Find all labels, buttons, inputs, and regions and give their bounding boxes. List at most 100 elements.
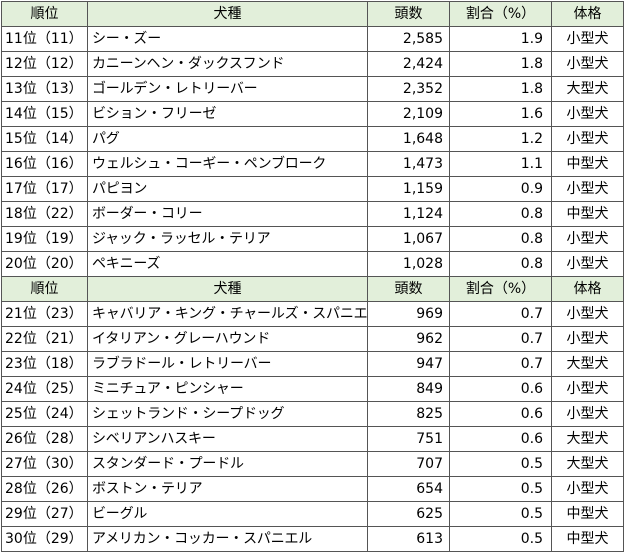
header-row: 順位 犬種 頭数 割合（%） 体格 [1,1,624,27]
ratio-cell: 0.6 [449,376,552,402]
rank-cell: 24位（25） [1,376,88,402]
ratio-cell: 0.7 [449,351,552,377]
table-row: 25位（24） シェットランド・シープドッグ 825 0.6 小型犬 [1,401,624,427]
size-cell: 中型犬 [551,151,624,177]
size-cell: 小型犬 [551,176,624,202]
size-cell: 中型犬 [551,526,624,552]
breed-cell: ペキニーズ [87,251,368,277]
rank-cell: 12位（12） [1,51,88,77]
size-cell: 大型犬 [551,351,624,377]
table-row: 13位（13） ゴールデン・レトリーバー 2,352 1.8 大型犬 [1,76,624,102]
count-cell: 947 [367,351,450,377]
count-cell: 2,109 [367,101,450,127]
rank-cell: 27位（30） [1,451,88,477]
header-size: 体格 [551,1,624,27]
size-cell: 小型犬 [551,101,624,127]
table-row: 18位（22） ボーダー・コリー 1,124 0.8 中型犬 [1,201,624,227]
breed-cell: ビーグル [87,501,368,527]
ratio-cell: 1.2 [449,126,552,152]
rank-cell: 17位（17） [1,176,88,202]
count-cell: 625 [367,501,450,527]
size-cell: 大型犬 [551,451,624,477]
ratio-cell: 1.1 [449,151,552,177]
header-row: 順位 犬種 頭数 割合（%） 体格 [1,276,624,302]
breed-cell: ボストン・テリア [87,476,368,502]
ratio-cell: 0.5 [449,451,552,477]
count-cell: 707 [367,451,450,477]
breed-cell: アメリカン・コッカー・スパニエル [87,526,368,552]
ratio-cell: 0.6 [449,401,552,427]
table-row: 16位（16） ウェルシュ・コーギー・ペンブローク 1,473 1.1 中型犬 [1,151,624,177]
rank-cell: 13位（13） [1,76,88,102]
breed-cell: ウェルシュ・コーギー・ペンブローク [87,151,368,177]
size-cell: 小型犬 [551,476,624,502]
breed-cell: パグ [87,126,368,152]
table-row: 30位（29） アメリカン・コッカー・スパニエル 613 0.5 中型犬 [1,526,624,552]
count-cell: 654 [367,476,450,502]
size-cell: 中型犬 [551,501,624,527]
breed-cell: ゴールデン・レトリーバー [87,76,368,102]
header-breed: 犬種 [87,1,368,27]
rank-cell: 11位（11） [1,26,88,52]
table-row: 21位（23） キャバリア・キング・チャールズ・スパニエル 969 0.7 小型犬 [1,301,624,327]
ratio-cell: 1.8 [449,51,552,77]
count-cell: 1,159 [367,176,450,202]
breed-cell: カニーンヘン・ダックスフンド [87,51,368,77]
ratio-cell: 1.9 [449,26,552,52]
size-cell: 小型犬 [551,226,624,252]
breed-cell: シー・ズー [87,26,368,52]
size-cell: 小型犬 [551,376,624,402]
table-row: 29位（27） ビーグル 625 0.5 中型犬 [1,501,624,527]
size-cell: 大型犬 [551,76,624,102]
ratio-cell: 0.5 [449,501,552,527]
table-row: 17位（17） パピヨン 1,159 0.9 小型犬 [1,176,624,202]
ratio-cell: 0.8 [449,201,552,227]
size-cell: 小型犬 [551,26,624,52]
rank-cell: 26位（28） [1,426,88,452]
count-cell: 2,352 [367,76,450,102]
header-rank: 順位 [1,276,88,302]
size-cell: 小型犬 [551,51,624,77]
ratio-cell: 0.7 [449,301,552,327]
rank-cell: 23位（18） [1,351,88,377]
ratio-cell: 0.5 [449,476,552,502]
breed-cell: キャバリア・キング・チャールズ・スパニエル [87,301,368,327]
rank-cell: 16位（16） [1,151,88,177]
count-cell: 1,473 [367,151,450,177]
count-cell: 1,124 [367,201,450,227]
breed-cell: イタリアン・グレーハウンド [87,326,368,352]
ratio-cell: 1.6 [449,101,552,127]
ratio-cell: 1.8 [449,76,552,102]
breed-cell: シベリアンハスキー [87,426,368,452]
ratio-cell: 0.8 [449,251,552,277]
rank-cell: 15位（14） [1,126,88,152]
table-row: 26位（28） シベリアンハスキー 751 0.6 大型犬 [1,426,624,452]
breed-cell: スタンダード・プードル [87,451,368,477]
header-size: 体格 [551,276,624,302]
count-cell: 849 [367,376,450,402]
breed-cell: シェットランド・シープドッグ [87,401,368,427]
size-cell: 小型犬 [551,301,624,327]
rank-cell: 25位（24） [1,401,88,427]
rank-cell: 14位（15） [1,101,88,127]
ratio-cell: 0.9 [449,176,552,202]
count-cell: 751 [367,426,450,452]
count-cell: 1,028 [367,251,450,277]
table-row: 12位（12） カニーンヘン・ダックスフンド 2,424 1.8 小型犬 [1,51,624,77]
rank-cell: 29位（27） [1,501,88,527]
breed-cell: パピヨン [87,176,368,202]
header-ratio: 割合（%） [449,276,552,302]
count-cell: 969 [367,301,450,327]
header-count: 頭数 [367,1,450,27]
header-breed: 犬種 [87,276,368,302]
breed-cell: ビション・フリーゼ [87,101,368,127]
ratio-cell: 0.8 [449,226,552,252]
breed-cell: ジャック・ラッセル・テリア [87,226,368,252]
count-cell: 613 [367,526,450,552]
count-cell: 962 [367,326,450,352]
rank-cell: 18位（22） [1,201,88,227]
count-cell: 1,648 [367,126,450,152]
header-ratio: 割合（%） [449,1,552,27]
